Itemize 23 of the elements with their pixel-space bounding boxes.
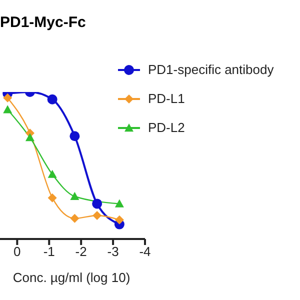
point: [48, 193, 57, 202]
point: [48, 170, 57, 178]
point: [47, 94, 58, 104]
point: [70, 214, 80, 223]
x-tick-label: -3: [107, 244, 119, 260]
x-tick-label: -4: [139, 244, 151, 260]
x-tick-label: -2: [75, 244, 87, 260]
point: [70, 192, 80, 200]
point: [3, 105, 12, 114]
point: [70, 131, 80, 142]
legend-label: PD1-specific antibody: [148, 62, 274, 77]
point: [3, 93, 12, 102]
x-tick-label: 0: [14, 244, 21, 260]
legend-label: PD-L2: [148, 120, 185, 135]
point: [114, 215, 124, 224]
legend-label: PD-L1: [148, 91, 185, 106]
point: [92, 210, 102, 220]
point: [25, 133, 34, 142]
x-axis-title: Conc. µg/ml (log 10): [12, 270, 130, 285]
x-tick-label: -1: [43, 244, 55, 260]
chart-title: PD1-Myc-Fc: [0, 14, 86, 31]
point: [114, 199, 124, 208]
point: [92, 198, 102, 209]
